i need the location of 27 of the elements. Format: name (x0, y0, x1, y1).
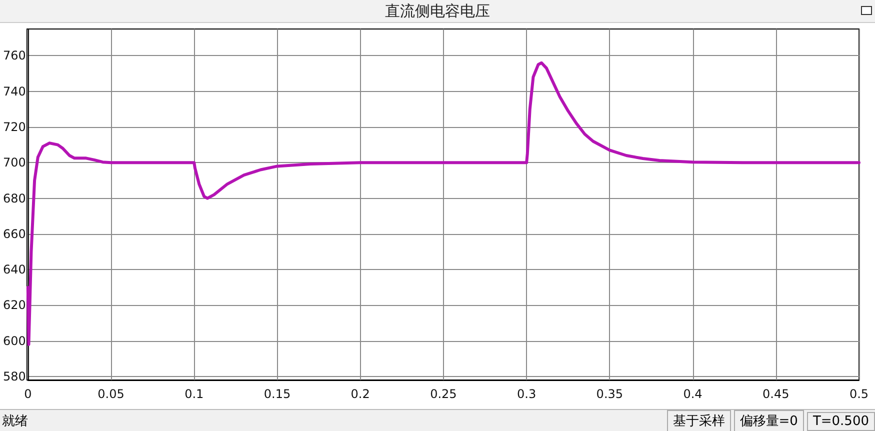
x-tick-label: 0.5 (849, 387, 869, 401)
text: 偏移量=0 (734, 410, 804, 431)
x-tick-label: 0.05 (98, 387, 124, 401)
y-tick-label: 760 (3, 48, 26, 63)
x-tick-label: 0.35 (596, 387, 624, 401)
x-tick-label: 0.2 (350, 387, 370, 401)
y-tick-label: 620 (3, 298, 26, 312)
x-tick-label: 0 (24, 387, 32, 401)
chart-title: 直流侧电容电压 (0, 0, 875, 23)
y-tick-label: 740 (3, 84, 26, 98)
x-tick-label: 0.15 (264, 387, 291, 401)
x-tick-label: 0.45 (762, 387, 790, 401)
y-tick-label: 700 (3, 156, 26, 170)
y-tick-label: 680 (3, 191, 26, 206)
y-tick-label: 600 (3, 334, 26, 348)
x-tick-label: 0.1 (184, 387, 204, 401)
y-tick-label: 580 (3, 369, 26, 384)
text: T=0.500 (806, 412, 875, 430)
x-tick-label: 0.3 (517, 387, 536, 401)
y-tick-label: 660 (3, 226, 26, 241)
y-tick-label: 720 (3, 120, 26, 134)
x-tick-label: 0.25 (430, 387, 457, 401)
line-series (26, 61, 860, 346)
text: 基于采样 (666, 410, 731, 431)
text: 就绪 (2, 413, 29, 430)
x-tick-label: 0.4 (683, 387, 702, 401)
y-tick-label: 640 (3, 262, 26, 277)
